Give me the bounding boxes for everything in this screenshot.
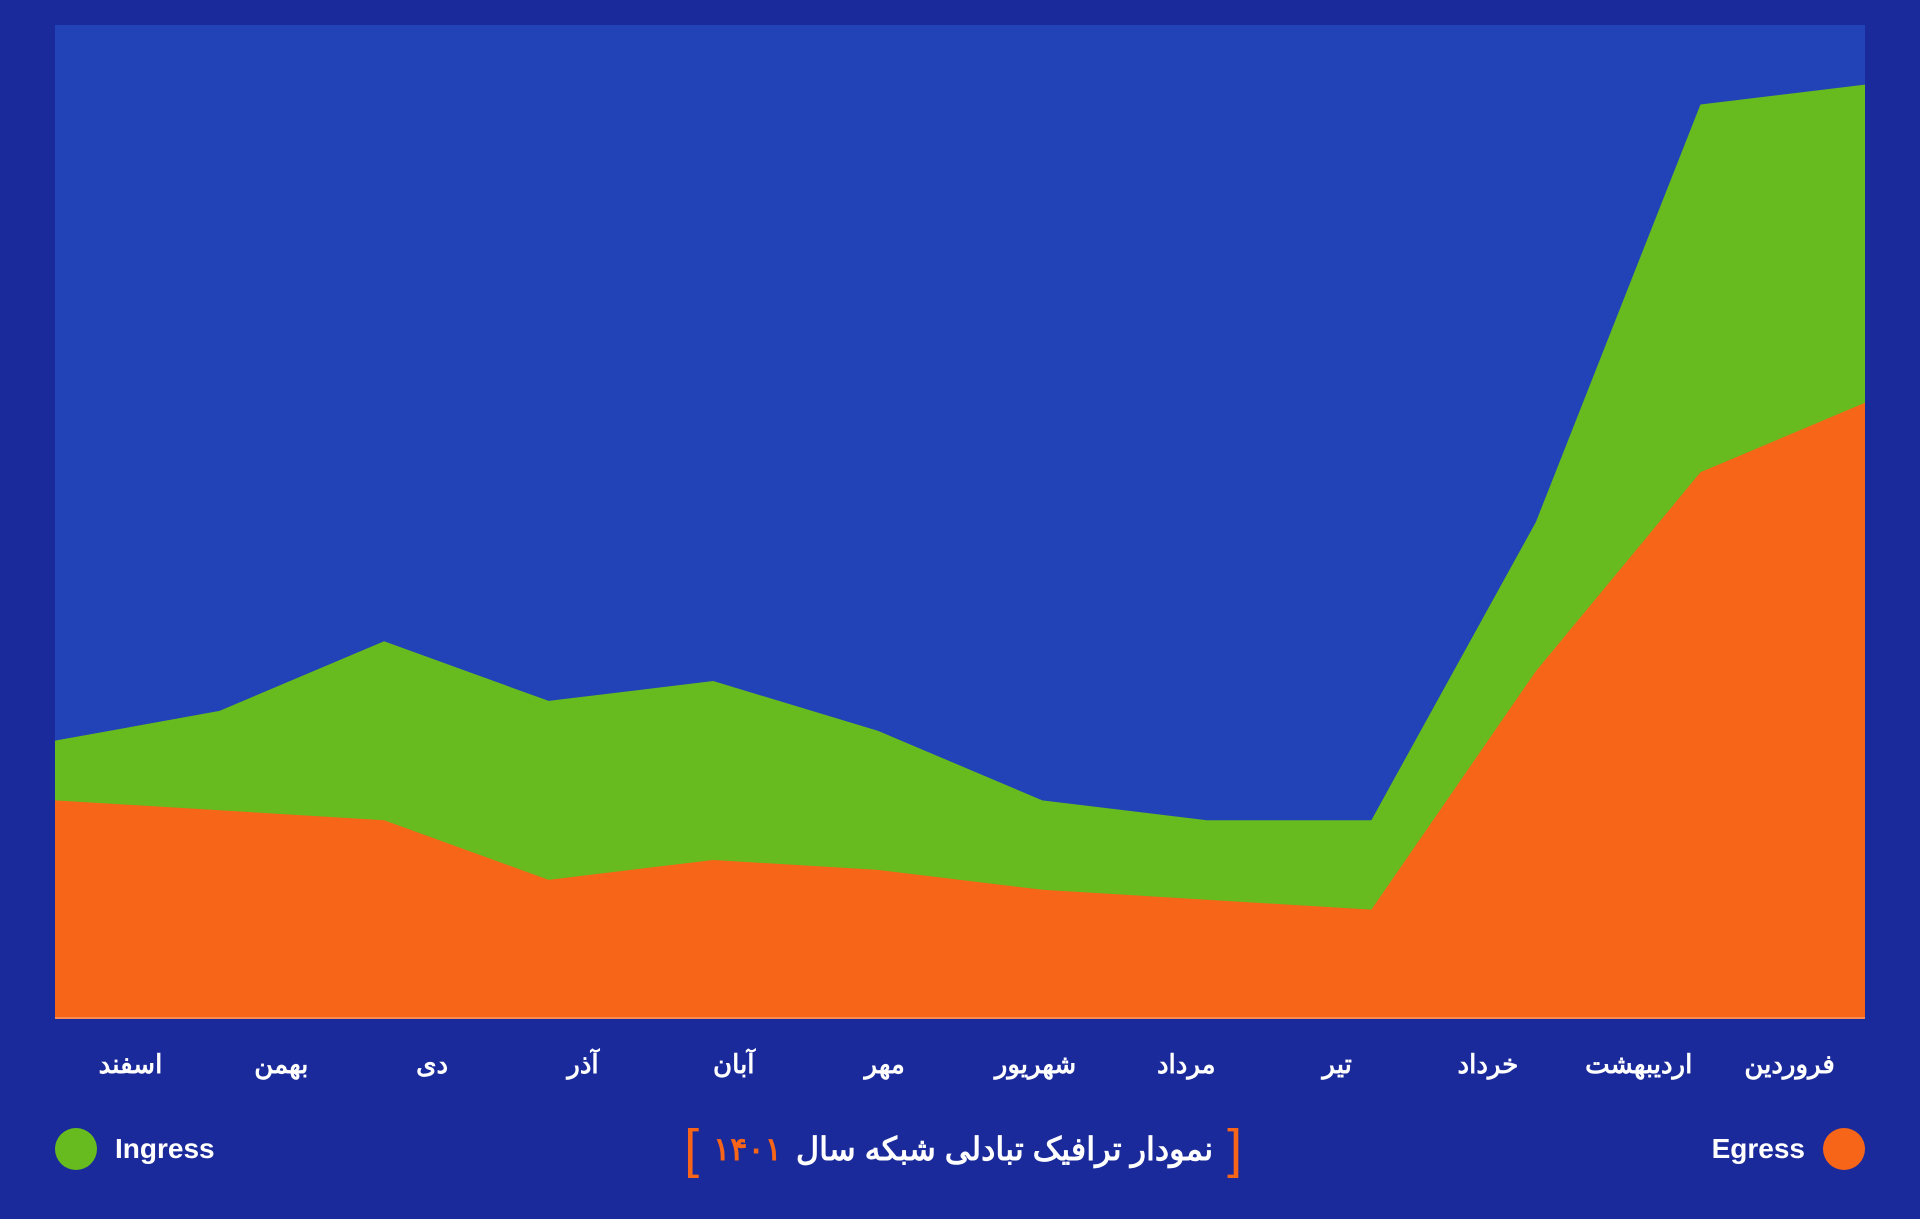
x-tick: اردیبهشت: [1563, 1049, 1714, 1080]
x-axis-baseline: [55, 1017, 1865, 1019]
plot-area: [55, 25, 1865, 1019]
x-tick: فروردین: [1714, 1049, 1865, 1080]
bracket-open-icon: [: [1227, 1122, 1242, 1176]
x-tick: خرداد: [1413, 1049, 1564, 1080]
legend-egress: Egress: [1712, 1128, 1865, 1170]
plot-wrap: [55, 25, 1865, 1019]
legend-ingress: Ingress: [55, 1128, 215, 1170]
chart-page: فروردیناردیبهشتخردادتیرمردادشهریورمهرآبا…: [0, 0, 1920, 1219]
x-tick: بهمن: [206, 1049, 357, 1080]
legend-ingress-label: Ingress: [115, 1133, 215, 1165]
legend-egress-label: Egress: [1712, 1133, 1805, 1165]
legend-ingress-swatch: [55, 1128, 97, 1170]
x-tick: آبان: [658, 1049, 809, 1080]
chart-title-main: نمودار ترافیک تبادلی شبکه سال: [796, 1130, 1213, 1168]
bracket-close-icon: ]: [684, 1122, 699, 1176]
chart-title-year: ۱۴۰۱: [713, 1130, 782, 1168]
area-chart-svg: [55, 25, 1865, 1019]
x-tick: مرداد: [1111, 1049, 1262, 1080]
x-tick: شهریور: [960, 1049, 1111, 1080]
chart-footer: Ingress [ نمودار ترافیک تبادلی شبکه سال …: [55, 1089, 1865, 1179]
x-axis: فروردیناردیبهشتخردادتیرمردادشهریورمهرآبا…: [55, 1019, 1865, 1089]
x-tick: تیر: [1262, 1049, 1413, 1080]
legend-egress-swatch: [1823, 1128, 1865, 1170]
x-tick: دی: [357, 1049, 508, 1080]
x-tick: آذر: [508, 1049, 659, 1080]
x-tick: مهر: [809, 1049, 960, 1080]
x-tick: اسفند: [55, 1049, 206, 1080]
chart-title: [ نمودار ترافیک تبادلی شبکه سال ۱۴۰۱ ]: [684, 1122, 1242, 1176]
